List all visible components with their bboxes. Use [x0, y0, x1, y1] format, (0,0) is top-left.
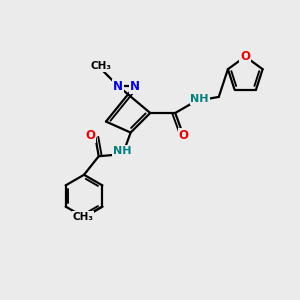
Text: NH: NH — [113, 146, 131, 156]
Text: CH₃: CH₃ — [91, 61, 112, 71]
Text: O: O — [85, 129, 95, 142]
Text: CH₃: CH₃ — [73, 212, 94, 222]
Text: N: N — [113, 80, 123, 93]
Text: O: O — [240, 50, 250, 63]
Text: O: O — [179, 129, 189, 142]
Text: NH: NH — [190, 94, 209, 104]
Text: N: N — [130, 80, 140, 93]
